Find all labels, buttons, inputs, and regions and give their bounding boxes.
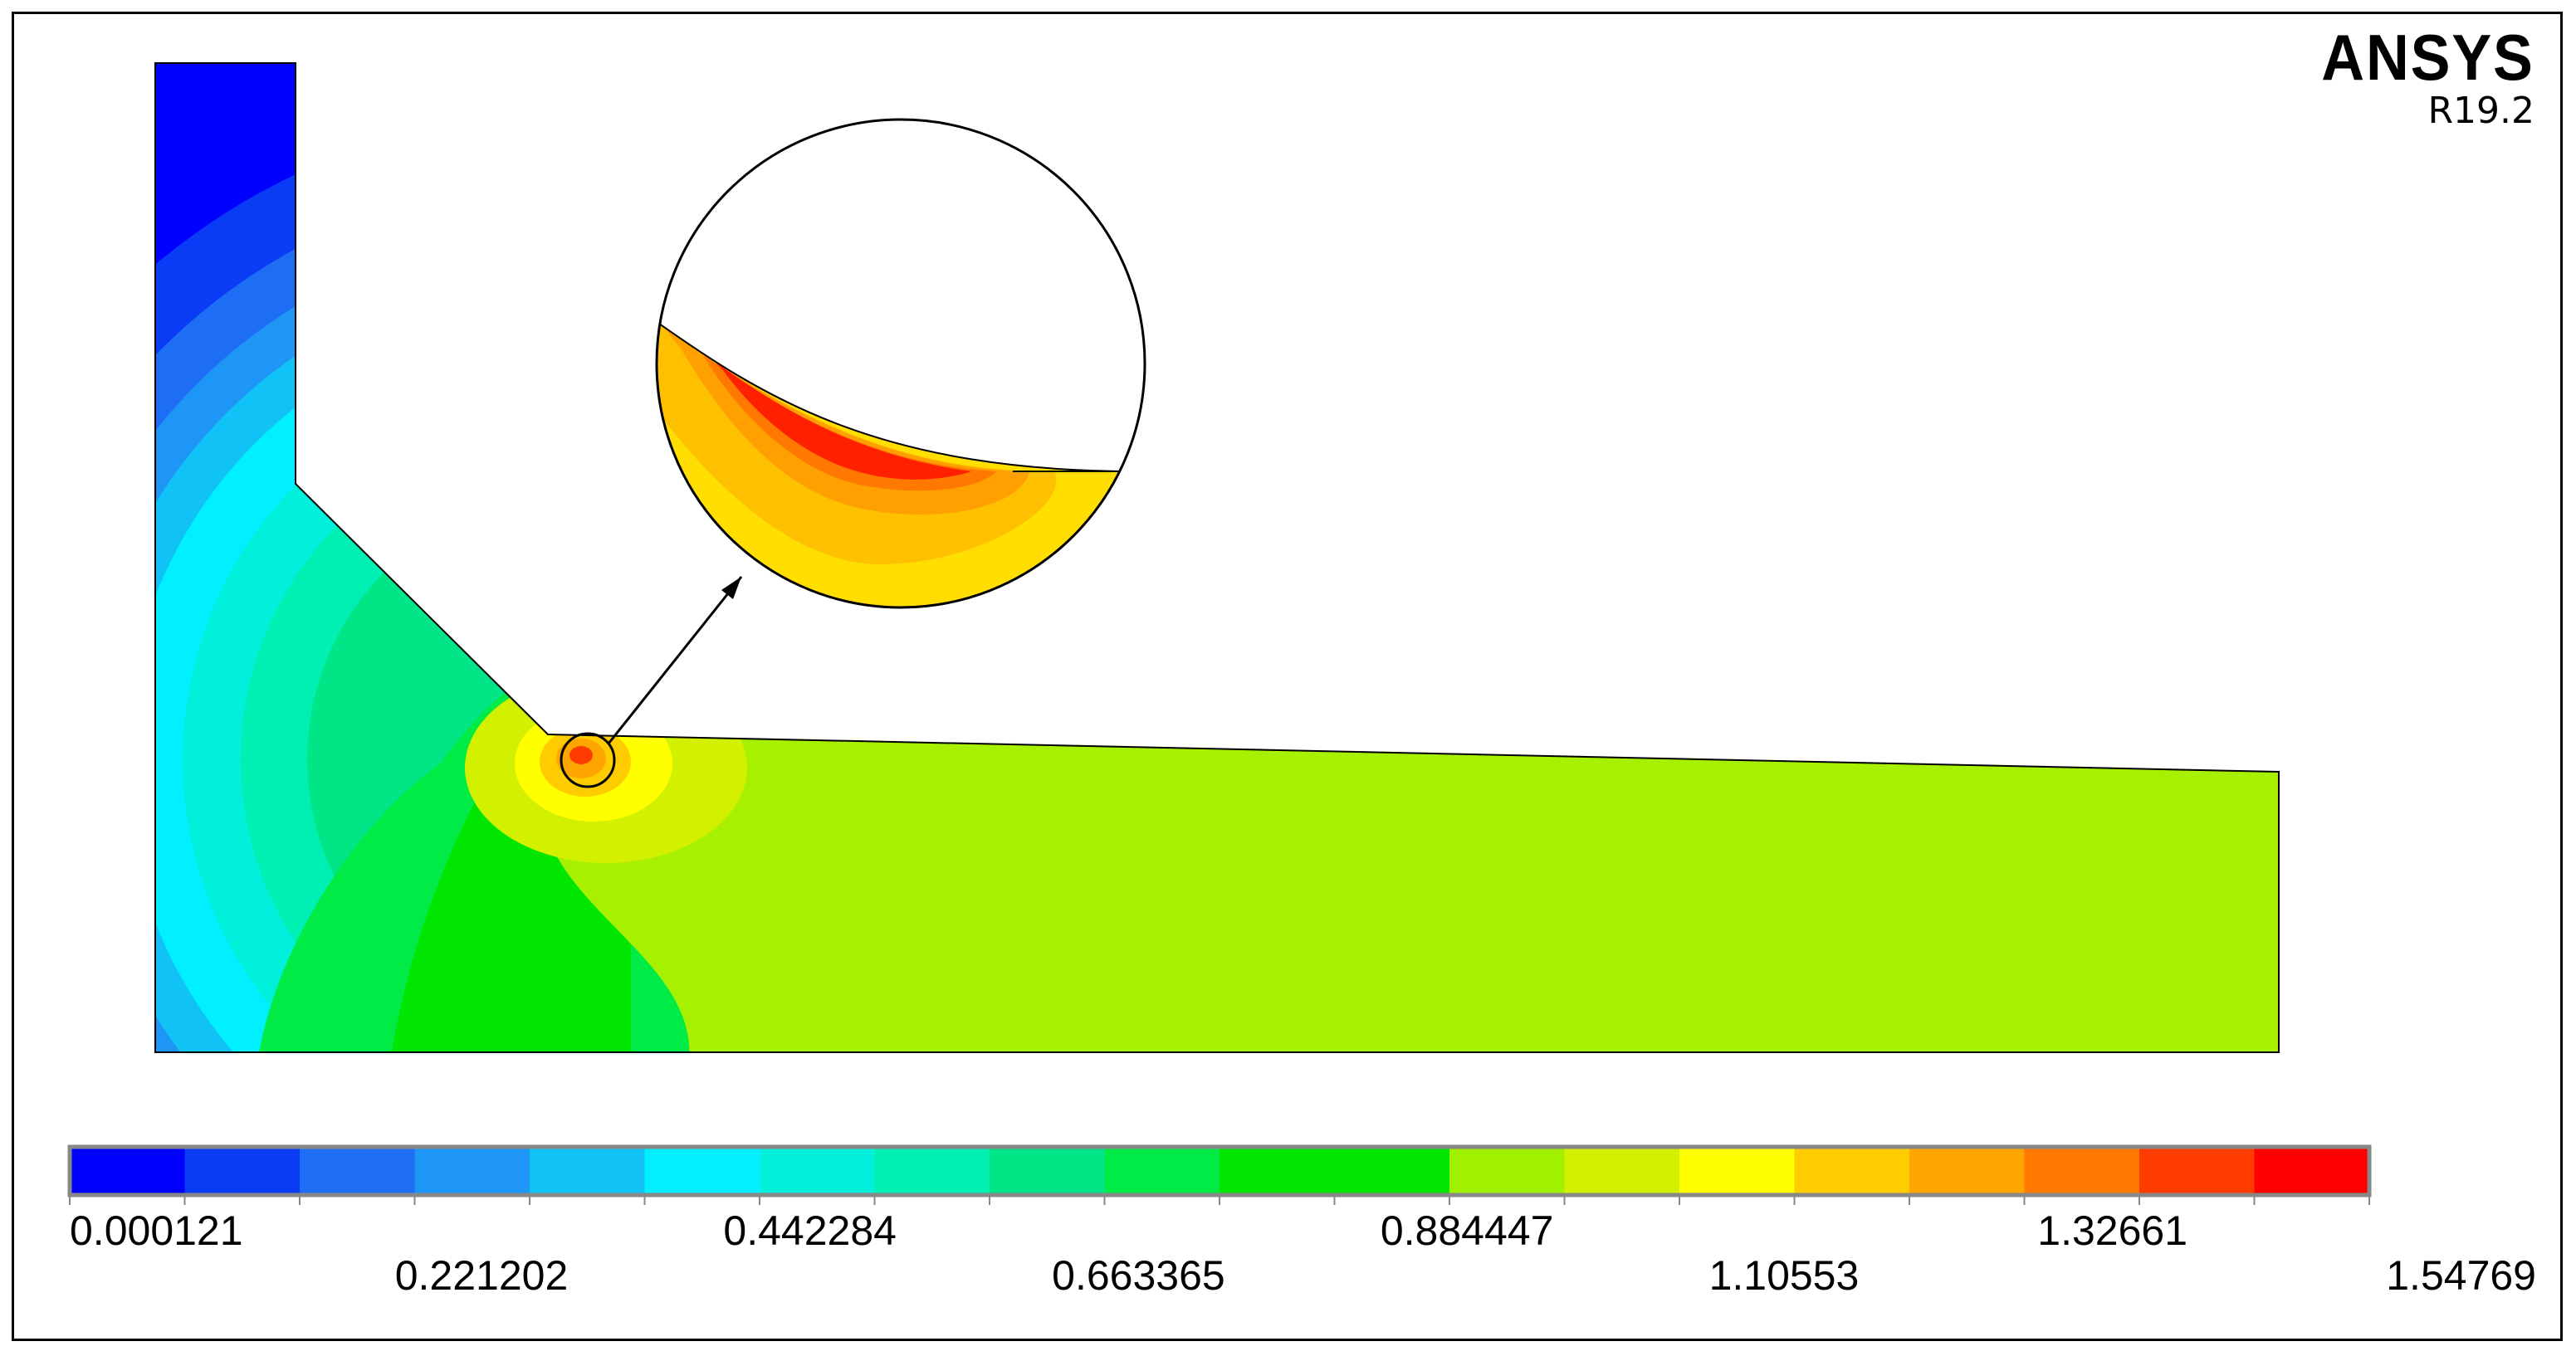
legend-tick-label: 1.32661 xyxy=(2037,1207,2188,1254)
legend-swatch xyxy=(2024,1147,2140,1195)
lens-wall-arc xyxy=(657,315,1145,473)
legend-swatch xyxy=(760,1147,876,1195)
legend-swatch xyxy=(2254,1147,2370,1195)
band-red xyxy=(569,746,593,764)
legend-border xyxy=(67,1144,2372,1197)
zoom-lens xyxy=(657,120,1145,607)
legend-tick-label: 0.884447 xyxy=(1380,1207,1554,1254)
zoom-pointer-line xyxy=(607,576,743,744)
legend-swatch xyxy=(184,1147,301,1195)
brand-version: R19.2 xyxy=(2427,90,2534,132)
legend-swatch xyxy=(1104,1147,1220,1195)
legend-swatch xyxy=(1564,1147,1680,1195)
legend-swatch xyxy=(414,1147,530,1195)
legend-swatch xyxy=(530,1147,646,1195)
legend-tick-label: 0.221202 xyxy=(394,1252,569,1299)
zoom-source-circle xyxy=(560,732,616,788)
legend-tick-label: 0.000121 xyxy=(70,1207,243,1254)
legend-swatch xyxy=(1334,1147,1450,1195)
legend-colorbar xyxy=(69,1147,2370,1205)
legend-tick-label: 1.10553 xyxy=(1708,1252,1860,1299)
band-light-green xyxy=(540,730,2279,1052)
arrowhead-icon xyxy=(721,577,741,599)
ansys-logo: ANSYS R19.2 xyxy=(2303,25,2534,131)
zoom-lens-border xyxy=(655,118,1146,609)
legend-swatch xyxy=(1679,1147,1796,1195)
legend-tick-label: 0.663365 xyxy=(1052,1252,1225,1299)
legend-swatch xyxy=(874,1147,990,1195)
legend-swatch xyxy=(1794,1147,1910,1195)
legend-swatch xyxy=(644,1147,760,1195)
legend-swatch xyxy=(1909,1147,2026,1195)
domain-outline xyxy=(154,62,2280,1053)
legend-swatch xyxy=(300,1147,416,1195)
legend-swatch xyxy=(990,1147,1106,1195)
legend-swatch xyxy=(70,1147,186,1195)
legend-swatch xyxy=(2139,1147,2256,1195)
legend-swatch xyxy=(1220,1147,1336,1195)
lens-band-red xyxy=(714,361,971,480)
legend-tick-label: 1.54769 xyxy=(2386,1252,2536,1299)
brand-name: ANSYS xyxy=(2321,21,2534,94)
legend-swatch xyxy=(1449,1147,1566,1195)
legend-tick-label: 0.442284 xyxy=(723,1207,897,1254)
